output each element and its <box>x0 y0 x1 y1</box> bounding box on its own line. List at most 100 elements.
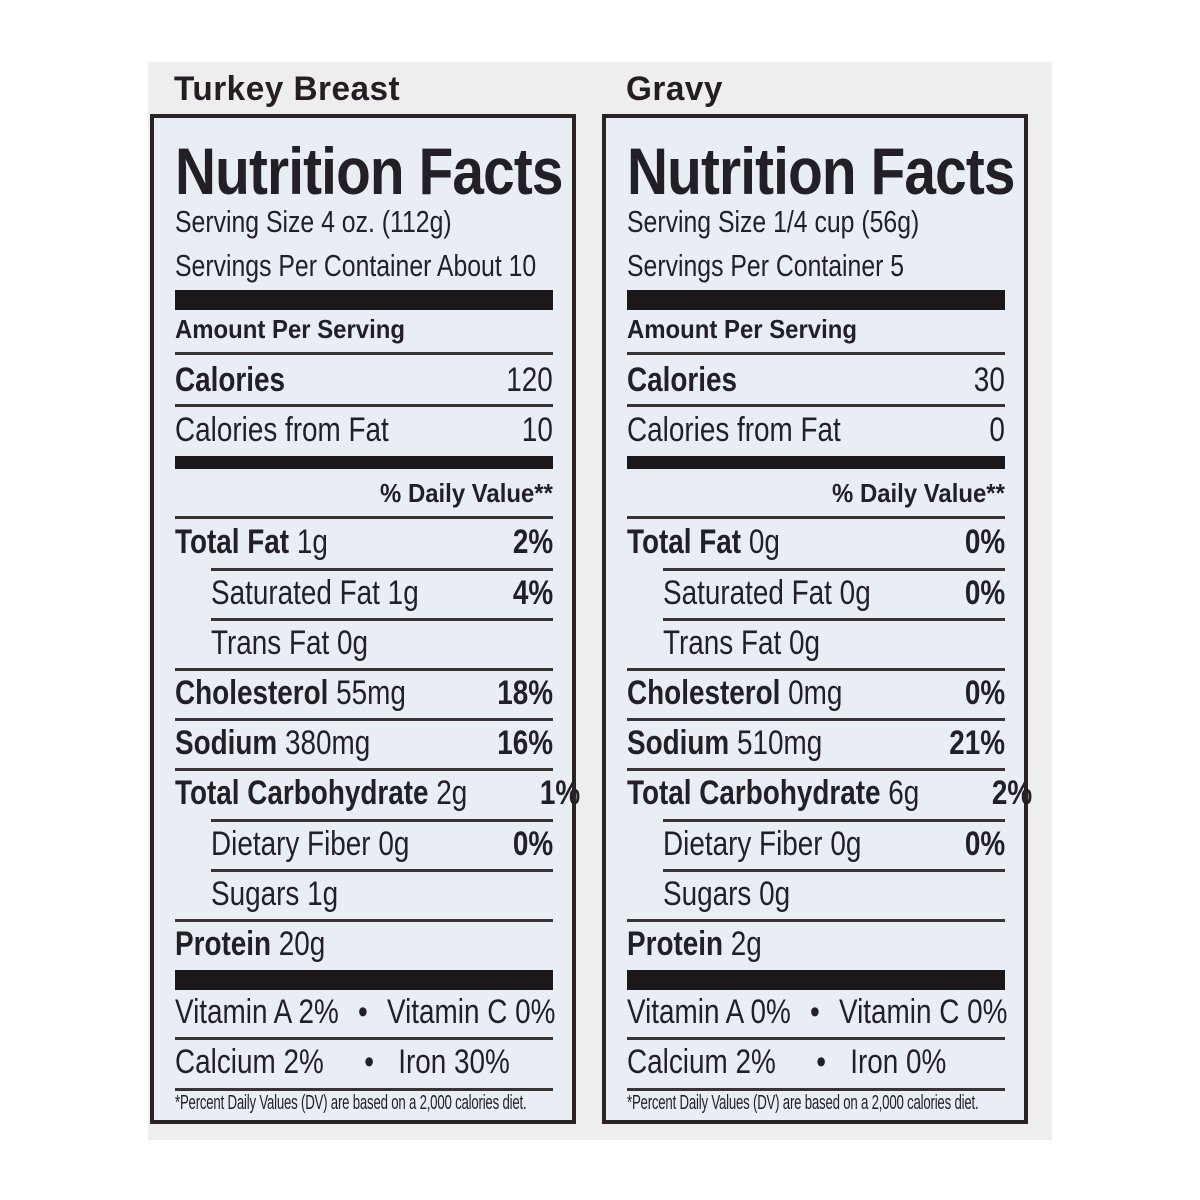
iron: Iron 0% <box>850 1042 947 1081</box>
divider <box>175 668 553 671</box>
bullet-separator: • <box>358 992 368 1031</box>
calories-value: 30 <box>973 360 1005 399</box>
medium-divider <box>175 456 553 469</box>
divider <box>175 768 553 771</box>
nutrient-name: Cholesterol <box>175 673 329 712</box>
nutrient-amount: 0g <box>830 824 862 863</box>
nutrient-name: Sugars <box>663 874 752 913</box>
nutrition-facts-panel: Nutrition Facts Serving Size 4 oz. (112g… <box>150 114 581 1124</box>
vitamins-row-1: Vitamin A 2% • Vitamin C 0% <box>175 988 556 1036</box>
nutrient-name: Dietary Fiber <box>663 824 823 863</box>
nutrient-row-protein: Protein 20g <box>175 920 553 968</box>
nutrient-dv: 0% <box>964 573 1005 612</box>
bullet-separator: • <box>816 1042 827 1081</box>
daily-value-header: % Daily Value** <box>380 478 553 508</box>
nutrient-dv: 21% <box>949 723 1005 762</box>
nutrient-amount: 510mg <box>736 723 823 762</box>
nutrient-row-cholesterol: Cholesterol 55mg 18% <box>175 669 553 717</box>
calcium: Calcium 2% <box>175 1042 324 1081</box>
nutrient-amount: 0g <box>759 874 791 913</box>
nutrient-amount: 1g <box>387 573 419 612</box>
amount-per-serving: Amount Per Serving <box>175 314 405 344</box>
nutrient-dv: 18% <box>497 673 553 712</box>
nutrient-dv: 0% <box>964 673 1005 712</box>
calories-row: Calories 120 <box>175 356 553 404</box>
divider <box>627 919 1005 922</box>
nutrient-dv: 0% <box>964 824 1005 863</box>
nutrient-amount: 2g <box>436 773 468 812</box>
nutrient-row-total-fat: Total Fat 0g 0% <box>627 518 1005 566</box>
nutrient-row-saturated-fat: Saturated Fat 0g 0% <box>663 569 1005 617</box>
vitamin-c: Vitamin C 0% <box>386 992 556 1031</box>
nutrient-amount: 0g <box>337 623 369 662</box>
divider <box>175 919 553 922</box>
divider <box>627 1088 1005 1091</box>
nutrition-facts-title: Nutrition Facts <box>175 134 563 208</box>
nutrient-row-total-carbohydrate: Total Carbohydrate 2g 1% <box>175 769 581 817</box>
divider <box>211 819 553 822</box>
divider <box>627 404 1005 407</box>
nutrient-amount: 380mg <box>284 723 371 762</box>
nutrient-row-total-fat: Total Fat 1g 2% <box>175 518 553 566</box>
nutrient-amount: 1g <box>296 522 328 561</box>
nutrient-dv: 16% <box>497 723 553 762</box>
thick-divider <box>627 290 1005 310</box>
nutrient-name: Total Carbohydrate <box>175 773 429 812</box>
vitamins-row-1: Vitamin A 0% • Vitamin C 0% <box>627 988 1008 1036</box>
nutrient-name: Sodium <box>627 723 730 762</box>
calories-from-fat-row: Calories from Fat 0 <box>627 406 1005 454</box>
divider <box>175 516 553 519</box>
calories-label: Calories <box>627 360 738 399</box>
calories-from-fat-label: Calories from Fat <box>627 410 841 449</box>
iron: Iron 30% <box>398 1042 510 1081</box>
nutrient-dv: 1% <box>540 773 581 812</box>
nutrient-dv: 2% <box>512 522 553 561</box>
nutrient-name: Trans Fat <box>663 623 782 662</box>
divider <box>175 1037 553 1040</box>
vitamin-c: Vitamin C 0% <box>838 992 1008 1031</box>
divider <box>175 352 553 355</box>
calcium: Calcium 2% <box>627 1042 776 1081</box>
nutrient-dv: 0% <box>512 824 553 863</box>
medium-divider <box>627 456 1005 469</box>
serving-size: Serving Size 1/4 cup (56g) <box>627 204 920 239</box>
nutrient-name: Total Carbohydrate <box>627 773 881 812</box>
nutrient-name: Cholesterol <box>627 673 781 712</box>
divider <box>627 1037 1005 1040</box>
nutrient-dv: 0% <box>964 522 1005 561</box>
serving-size: Serving Size 4 oz. (112g) <box>175 204 452 239</box>
thick-divider <box>175 290 553 310</box>
calories-value: 120 <box>506 360 553 399</box>
nutrition-facts-title: Nutrition Facts <box>627 134 1015 208</box>
vitamin-a: Vitamin A 2% <box>175 992 339 1031</box>
vitamins-row-2: Calcium 2% • Iron 30% <box>175 1038 553 1086</box>
nutrient-row-total-carbohydrate: Total Carbohydrate 6g 2% <box>627 769 1033 817</box>
amount-per-serving: Amount Per Serving <box>627 314 857 344</box>
servings-per-container: Servings Per Container 5 <box>627 248 905 283</box>
divider <box>663 568 1005 571</box>
nutrient-name: Total Fat <box>175 522 290 561</box>
nutrient-row-trans-fat: Trans Fat 0g <box>211 619 553 667</box>
thick-divider <box>175 970 553 990</box>
divider <box>627 768 1005 771</box>
nutrient-row-sodium: Sodium 380mg 16% <box>175 719 553 767</box>
divider <box>663 869 1005 872</box>
nutrient-row-cholesterol: Cholesterol 0mg 0% <box>627 669 1005 717</box>
nutrition-facts-panel: Nutrition Facts Serving Size 1/4 cup (56… <box>602 114 1033 1124</box>
nutrition-labels-sheet: Turkey Breast Nutrition Facts Serving Si… <box>148 62 1052 1140</box>
calories-from-fat-row: Calories from Fat 10 <box>175 406 553 454</box>
footnote: *Percent Daily Values (DV) are based on … <box>175 1092 527 1114</box>
divider <box>211 568 553 571</box>
nutrient-row-dietary-fiber: Dietary Fiber 0g 0% <box>663 820 1005 868</box>
nutrient-row-protein: Protein 2g <box>627 920 1005 968</box>
vitamins-row-2: Calcium 2% • Iron 0% <box>627 1038 1005 1086</box>
nutrient-name: Total Fat <box>627 522 742 561</box>
servings-per-container: Servings Per Container About 10 <box>175 248 537 283</box>
divider <box>627 718 1005 721</box>
divider <box>663 819 1005 822</box>
nutrient-amount: 0g <box>378 824 410 863</box>
product-name: Gravy <box>626 70 723 108</box>
nutrient-dv: 2% <box>992 773 1033 812</box>
nutrient-amount: 0g <box>748 522 780 561</box>
calories-from-fat-value: 10 <box>521 410 553 449</box>
